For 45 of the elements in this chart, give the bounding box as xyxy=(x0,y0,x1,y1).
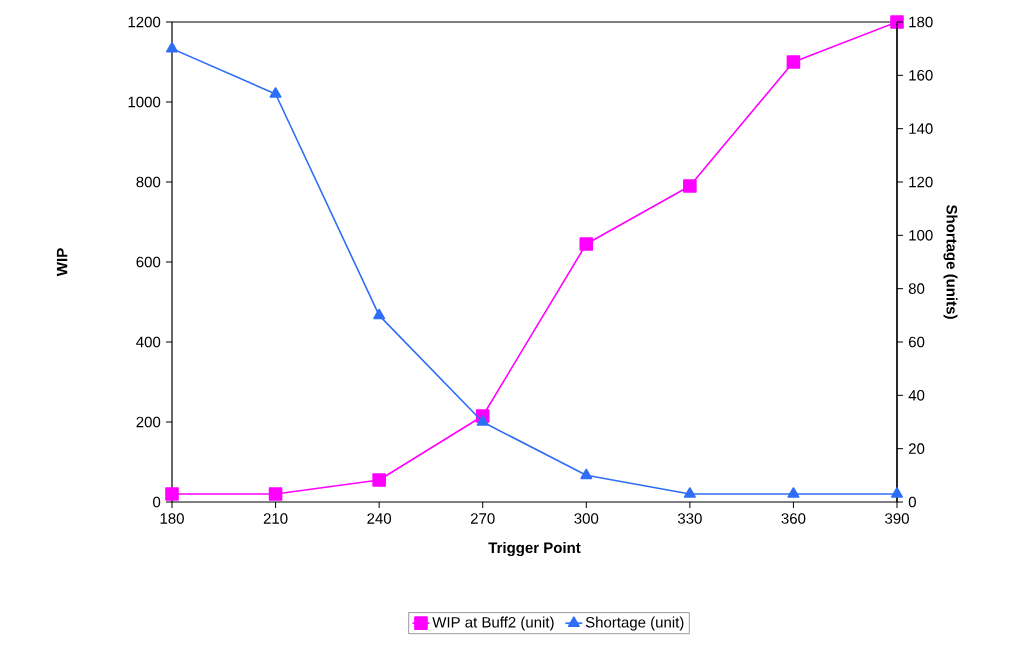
legend-label: Shortage (unit) xyxy=(585,616,684,631)
point xyxy=(372,473,386,487)
point xyxy=(683,487,696,498)
y-tick-label: 0 xyxy=(153,496,161,508)
point xyxy=(890,15,904,29)
y2-tick-label: 60 xyxy=(908,336,925,348)
point xyxy=(786,55,801,69)
point xyxy=(269,87,282,98)
point xyxy=(579,237,594,251)
y-tick-label: 400 xyxy=(136,336,161,348)
y-tick-label: 600 xyxy=(136,256,161,268)
x-tick-label: 210 xyxy=(263,513,288,524)
y2-tick-label: 80 xyxy=(908,283,925,294)
y2-tick-label: 20 xyxy=(908,443,925,454)
y-tick-label: 800 xyxy=(136,176,161,188)
y-axis-title: WIP xyxy=(56,248,68,277)
x-tick-label: 270 xyxy=(470,513,495,524)
point xyxy=(373,308,386,320)
x-tick-label: 180 xyxy=(160,513,184,524)
point xyxy=(683,179,697,193)
x-tick-label: 360 xyxy=(781,513,806,524)
x-tick-label: 300 xyxy=(574,513,599,524)
y2-tick-label: 0 xyxy=(908,496,916,508)
y-tick-label: 1000 xyxy=(128,96,161,108)
point xyxy=(476,415,489,426)
legend-label: WIP at Buff2 (unit) xyxy=(432,616,554,631)
y2-tick-label: 120 xyxy=(909,176,933,188)
y-tick-label: 1200 xyxy=(128,16,161,28)
point xyxy=(165,487,179,501)
point xyxy=(891,487,903,498)
y2-axis-title: Shortage (units) xyxy=(943,204,958,319)
point xyxy=(580,468,593,480)
y2-tick-label: 100 xyxy=(909,230,933,241)
y2-tick-label: 140 xyxy=(909,123,933,134)
point xyxy=(268,487,283,501)
x-tick-label: 240 xyxy=(367,513,392,524)
x-tick-label: 390 xyxy=(885,513,909,524)
point xyxy=(166,41,178,53)
y2-tick-label: 180 xyxy=(909,16,933,28)
y2-tick-label: 40 xyxy=(908,390,925,401)
x-tick-label: 330 xyxy=(677,513,702,524)
x-axis-title: Trigger Point xyxy=(488,542,581,557)
point xyxy=(787,487,800,498)
y-tick-label: 200 xyxy=(136,416,161,428)
y2-tick-label: 160 xyxy=(909,70,933,81)
